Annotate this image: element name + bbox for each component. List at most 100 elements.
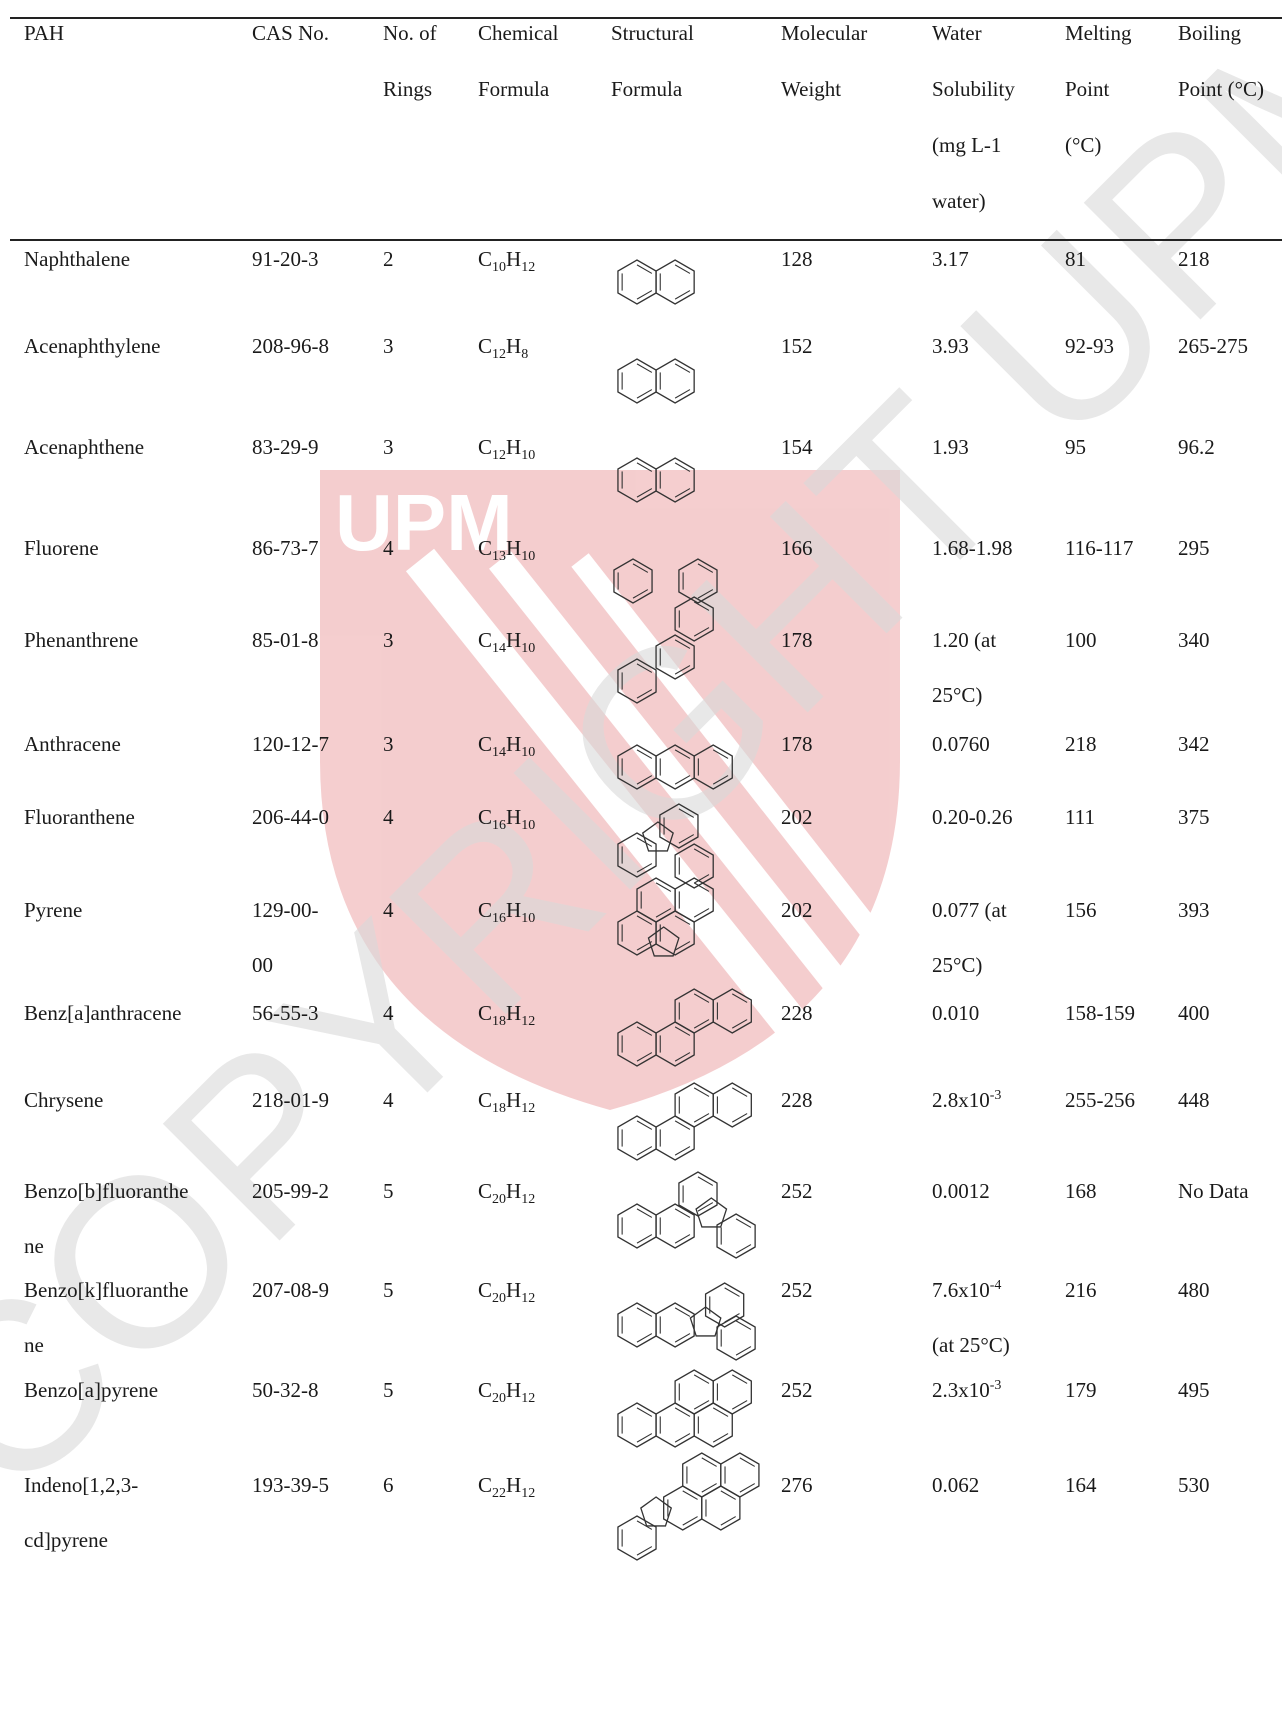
ring-count: 5 [383,1378,394,1402]
header-rings: No. of Rings [383,21,437,101]
boiling-point: 340 [1178,628,1210,652]
header-structure: Structural Formula [611,21,694,101]
boiling-point: 393 [1178,898,1210,922]
water-solubility: 0.010 [932,1001,980,1025]
melting-point: 111 [1065,805,1095,829]
melting-point: 168 [1065,1179,1097,1203]
ring-count: 4 [383,1001,394,1025]
header-pah: PAH [24,21,65,45]
boiling-point: 400 [1178,1001,1210,1025]
pah-name: Chrysene [24,1088,104,1112]
molecular-weight: 154 [781,435,813,459]
melting-point: 116-117 [1065,536,1134,560]
pah-name: Benzo[a]pyrene [24,1378,159,1402]
naphthalene-structure [617,259,695,305]
cas-number: 129-00- 00 [252,898,319,977]
pah-name: Benzo[k]fluoranthe ne [24,1278,189,1357]
melting-point: 156 [1065,898,1097,922]
chemical-formula: C20H12 [478,1378,536,1407]
water-solubility: 0.062 [932,1473,980,1497]
molecular-weight: 276 [781,1473,813,1497]
molecular-weight: 152 [781,334,813,358]
melting-point: 179 [1065,1378,1097,1402]
ring-count: 5 [383,1179,394,1203]
boiling-point: 530 [1178,1473,1210,1497]
water-solubility: 1.68-1.98 [932,536,1013,560]
melting-point: 218 [1065,732,1097,756]
pah-name: Naphthalene [24,247,131,271]
water-solubility: 1.20 (at 25°C) [932,628,997,707]
cas-number: 85-01-8 [252,628,319,652]
benzo-k-fluoranthene-structure [617,1282,756,1361]
melting-point: 92-93 [1065,334,1114,358]
anthracene-structure [617,744,733,790]
water-solubility: 3.17 [932,247,969,271]
cas-number: 56-55-3 [252,1001,319,1025]
molecular-weight: 252 [781,1278,813,1302]
water-solubility: 0.0012 [932,1179,990,1203]
chemical-formula: C14H10 [478,732,536,761]
water-solubility: 0.077 (at 25°C) [932,898,1007,977]
molecular-weight: 202 [781,805,813,829]
header-mw: Molecular Weight [781,21,868,101]
ring-count: 2 [383,247,394,271]
cas-number: 86-73-7 [252,536,319,560]
pah-name: Indeno[1,2,3- cd]pyrene [24,1473,139,1552]
cas-number: 205-99-2 [252,1179,329,1203]
water-solubility: 7.6x10-4 (at 25°C) [932,1278,1010,1357]
molecular-weight: 178 [781,628,813,652]
fluoranthene-structure [617,803,714,889]
cas-number: 50-32-8 [252,1378,319,1402]
water-solubility: 0.0760 [932,732,990,756]
boiling-point: 342 [1178,732,1210,756]
melting-point: 164 [1065,1473,1097,1497]
ring-count: 4 [383,898,394,922]
pah-name: Benz[a]anthracene [24,1001,182,1025]
ring-count: 3 [383,732,394,756]
cas-number: 120-12-7 [252,732,329,756]
chemical-formula: C20H12 [478,1179,536,1208]
acenaphthylene-structure [617,358,695,404]
pah-name: Acenaphthene [24,435,145,459]
chemical-formula: C10H12 [478,247,536,276]
melting-point: 216 [1065,1278,1097,1302]
benzo-b-fluoranthene-structure [617,1171,756,1259]
pah-name: Anthracene [24,732,121,756]
boiling-point: 495 [1178,1378,1210,1402]
pah-name: Fluoranthene [24,805,135,829]
cas-number: 91-20-3 [252,247,319,271]
ring-count: 3 [383,435,394,459]
table-top-rule [10,17,1282,19]
header-cas: CAS No. [252,21,330,45]
header-formula: Chemical Formula [478,21,559,101]
molecular-weight: 252 [781,1179,813,1203]
molecular-weight: 252 [781,1378,813,1402]
pah-name: Pyrene [24,898,83,922]
boiling-point: 480 [1178,1278,1210,1302]
chemical-formula: C12H10 [478,435,536,464]
boiling-point: 295 [1178,536,1210,560]
ring-count: 5 [383,1278,394,1302]
molecular-weight: 228 [781,1001,813,1025]
pah-name: Benzo[b]fluoranthe ne [24,1179,189,1258]
cas-number: 207-08-9 [252,1278,329,1302]
chemical-formula: C18H12 [478,1088,536,1117]
melting-point: 95 [1065,435,1086,459]
pah-name: Fluorene [24,536,99,560]
cas-number: 218-01-9 [252,1088,329,1112]
phenanthrene-structure [617,596,714,704]
pyrene-structure [617,877,714,957]
indeno-pyrene-structure [617,1452,760,1561]
boiling-point: 448 [1178,1088,1210,1112]
melting-point: 255-256 [1065,1088,1135,1112]
chrysene-structure [617,1082,752,1161]
molecular-weight: 202 [781,898,813,922]
chemical-formula: C16H10 [478,805,536,834]
water-solubility: 2.8x10-3 [932,1088,1002,1112]
chemical-formula: C18H12 [478,1001,536,1030]
melting-point: 158-159 [1065,1001,1135,1025]
cas-number: 193-39-5 [252,1473,329,1497]
water-solubility: 1.93 [932,435,969,459]
